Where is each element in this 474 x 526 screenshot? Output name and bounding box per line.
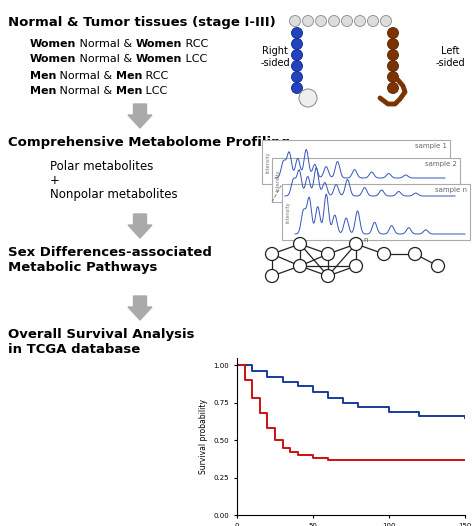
Text: LCC: LCC [182, 54, 208, 64]
Circle shape [292, 49, 302, 60]
Circle shape [355, 15, 365, 26]
Text: Right
-sided: Right -sided [260, 46, 290, 68]
Circle shape [328, 15, 339, 26]
Bar [272, 158, 460, 202]
Text: Women: Women [136, 54, 182, 64]
Text: Men: Men [116, 86, 142, 96]
Circle shape [388, 49, 399, 60]
FancyArrow shape [128, 296, 152, 320]
Text: Intensity: Intensity [265, 151, 271, 173]
Text: LCC: LCC [142, 86, 168, 96]
Circle shape [302, 15, 313, 26]
Text: RCC: RCC [142, 71, 169, 81]
FancyArrow shape [128, 214, 152, 238]
Circle shape [388, 27, 399, 38]
Circle shape [292, 72, 302, 83]
Text: Normal &: Normal & [56, 71, 116, 81]
Circle shape [388, 83, 399, 94]
Text: Nonpolar metabolites: Nonpolar metabolites [50, 188, 178, 201]
Circle shape [388, 72, 399, 83]
Circle shape [388, 60, 399, 72]
Text: Women: Women [30, 39, 76, 49]
Circle shape [265, 269, 279, 282]
Circle shape [293, 238, 307, 250]
Text: Intensity: Intensity [275, 169, 281, 191]
Text: Men: Men [30, 71, 56, 81]
Y-axis label: Survival probability: Survival probability [199, 399, 208, 474]
Bar [282, 184, 470, 240]
Circle shape [321, 269, 335, 282]
Text: Men: Men [30, 86, 56, 96]
Circle shape [409, 248, 421, 260]
Circle shape [388, 38, 399, 49]
Text: RCC: RCC [182, 39, 209, 49]
Text: Left
-sided: Left -sided [435, 46, 465, 68]
Circle shape [292, 38, 302, 49]
Circle shape [431, 259, 445, 272]
Text: +: + [50, 174, 60, 187]
Text: Intensity: Intensity [285, 201, 291, 222]
Circle shape [293, 259, 307, 272]
Circle shape [367, 15, 379, 26]
Circle shape [265, 248, 279, 260]
Circle shape [381, 15, 392, 26]
Text: sample 1: sample 1 [415, 143, 447, 149]
Text: Women: Women [30, 54, 76, 64]
Text: Women: Women [136, 39, 182, 49]
Text: Men: Men [116, 71, 142, 81]
Circle shape [341, 15, 353, 26]
Text: Normal &: Normal & [76, 39, 136, 49]
Text: Comprehensive Metabolome Profiling: Comprehensive Metabolome Profiling [8, 136, 290, 149]
Text: sample 2: sample 2 [425, 161, 457, 167]
Text: sample n: sample n [435, 187, 467, 193]
Circle shape [321, 248, 335, 260]
Circle shape [299, 89, 317, 107]
Circle shape [316, 15, 327, 26]
Text: Overall Survival Analysis: Overall Survival Analysis [8, 328, 194, 341]
Text: Normal & Tumor tissues (stage I-III): Normal & Tumor tissues (stage I-III) [8, 16, 276, 29]
Text: Normal &: Normal & [56, 86, 116, 96]
Text: Metabolic Pathways: Metabolic Pathways [8, 261, 157, 274]
Circle shape [292, 27, 302, 38]
Text: Sex Differences-associated: Sex Differences-associated [8, 246, 212, 259]
Circle shape [349, 259, 363, 272]
Circle shape [349, 238, 363, 250]
Text: n: n [364, 237, 368, 243]
Bar [262, 140, 450, 184]
Circle shape [292, 83, 302, 94]
Text: Polar metabolites: Polar metabolites [50, 160, 154, 173]
Circle shape [292, 60, 302, 72]
Circle shape [290, 15, 301, 26]
Circle shape [377, 248, 391, 260]
Text: in TCGA database: in TCGA database [8, 343, 140, 356]
FancyArrow shape [128, 104, 152, 128]
Text: Normal &: Normal & [76, 54, 136, 64]
